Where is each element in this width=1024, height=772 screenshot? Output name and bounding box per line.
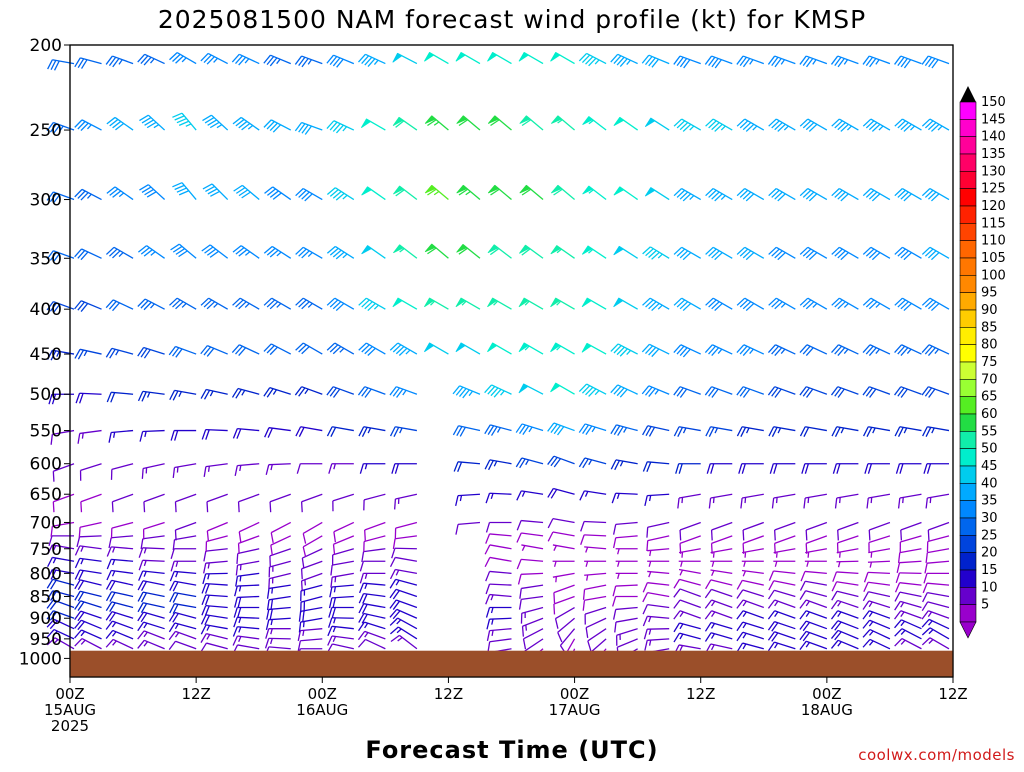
colorbar-label: 80 bbox=[981, 338, 998, 353]
x-tick-label: 12Z bbox=[938, 685, 967, 703]
chart-title: 2025081500 NAM forecast wind profile (kt… bbox=[158, 5, 866, 34]
colorbar-swatch bbox=[960, 189, 976, 206]
y-tick-label: 950 bbox=[30, 630, 62, 650]
colorbar-label: 10 bbox=[981, 580, 998, 595]
y-tick-label: 700 bbox=[30, 513, 62, 533]
colorbar-label: 20 bbox=[981, 546, 998, 561]
colorbar-label: 85 bbox=[981, 320, 998, 335]
colorbar-top-arrow bbox=[960, 86, 976, 102]
colorbar-label: 120 bbox=[981, 199, 1006, 214]
colorbar-swatch bbox=[960, 414, 976, 431]
colorbar-swatch bbox=[960, 154, 976, 171]
colorbar-swatch bbox=[960, 137, 976, 154]
colorbar-label: 125 bbox=[981, 182, 1006, 197]
colorbar-swatch bbox=[960, 119, 976, 136]
x-tick-label: 12Z bbox=[686, 685, 715, 703]
y-tick-label: 450 bbox=[30, 345, 62, 365]
y-tick-label: 250 bbox=[30, 121, 62, 141]
colorbar-label: 110 bbox=[981, 234, 1006, 249]
y-tick-label: 1000 bbox=[19, 649, 62, 669]
colorbar-swatch bbox=[960, 310, 976, 327]
colorbar-label: 140 bbox=[981, 130, 1006, 145]
colorbar-swatch bbox=[960, 241, 976, 258]
colorbar-label: 50 bbox=[981, 442, 998, 457]
credit-text: coolwx.com/models bbox=[858, 746, 1015, 764]
colorbar-legend: 1501451401351301251201151101051009590858… bbox=[960, 86, 1006, 638]
x-tick-label: 12Z bbox=[434, 685, 463, 703]
colorbar-label: 130 bbox=[981, 164, 1006, 179]
colorbar-label: 150 bbox=[981, 95, 1006, 110]
colorbar-swatch bbox=[960, 501, 976, 518]
colorbar-label: 115 bbox=[981, 216, 1006, 231]
colorbar-label: 5 bbox=[981, 598, 989, 613]
y-tick-label: 500 bbox=[30, 385, 62, 405]
colorbar-label: 145 bbox=[981, 112, 1006, 127]
colorbar-swatch bbox=[960, 223, 976, 240]
x-tick-label: 12Z bbox=[181, 685, 210, 703]
y-tick-label: 550 bbox=[30, 422, 62, 442]
x-tick-label: 18AUG bbox=[801, 701, 853, 719]
y-tick-label: 750 bbox=[30, 540, 62, 560]
colorbar-label: 45 bbox=[981, 459, 998, 474]
colorbar-bottom-arrow bbox=[960, 622, 976, 638]
colorbar-swatch bbox=[960, 535, 976, 552]
y-tick-label: 300 bbox=[30, 191, 62, 211]
colorbar-swatch bbox=[960, 553, 976, 570]
colorbar-swatch bbox=[960, 570, 976, 587]
colorbar-swatch bbox=[960, 275, 976, 292]
colorbar-label: 60 bbox=[981, 407, 998, 422]
colorbar-swatch bbox=[960, 362, 976, 379]
y-tick-label: 850 bbox=[30, 587, 62, 607]
colorbar-label: 75 bbox=[981, 355, 998, 370]
colorbar-swatch bbox=[960, 206, 976, 223]
colorbar-swatch bbox=[960, 431, 976, 448]
y-axis: 200 250 300 350 400 450 500 550 600 650 700 750 800 8… bbox=[19, 36, 70, 669]
x-tick-label: 17AUG bbox=[549, 701, 601, 719]
below-ground-fill bbox=[70, 651, 953, 677]
colorbar-swatch bbox=[960, 379, 976, 396]
colorbar-label: 100 bbox=[981, 268, 1006, 283]
colorbar-swatch bbox=[960, 518, 976, 535]
colorbar-swatch bbox=[960, 587, 976, 604]
colorbar-label: 35 bbox=[981, 494, 998, 509]
x-axis-title: Forecast Time (UTC) bbox=[365, 736, 658, 764]
y-tick-label: 900 bbox=[30, 609, 62, 629]
colorbar-swatch bbox=[960, 605, 976, 622]
plot-area bbox=[47, 45, 953, 677]
colorbar-swatch bbox=[960, 293, 976, 310]
x-tick-label: 16AUG bbox=[296, 701, 348, 719]
colorbar-label: 65 bbox=[981, 390, 998, 405]
colorbar-label: 135 bbox=[981, 147, 1006, 162]
colorbar-label: 55 bbox=[981, 424, 998, 439]
colorbar-label: 15 bbox=[981, 563, 998, 578]
colorbar-swatch bbox=[960, 397, 976, 414]
colorbar-swatch bbox=[960, 466, 976, 483]
colorbar-label: 30 bbox=[981, 511, 998, 526]
colorbar-swatch bbox=[960, 102, 976, 119]
colorbar-label: 40 bbox=[981, 476, 998, 491]
y-tick-label: 400 bbox=[30, 300, 62, 320]
colorbar-label: 25 bbox=[981, 528, 998, 543]
y-tick-label: 800 bbox=[30, 564, 62, 584]
x-tick-label: 2025 bbox=[51, 717, 89, 735]
y-tick-label: 350 bbox=[30, 249, 62, 269]
colorbar-label: 90 bbox=[981, 303, 998, 318]
y-tick-label: 650 bbox=[30, 485, 62, 505]
y-tick-label: 200 bbox=[30, 36, 62, 56]
colorbar-swatch bbox=[960, 345, 976, 362]
colorbar-swatch bbox=[960, 483, 976, 500]
colorbar-swatch bbox=[960, 327, 976, 344]
colorbar-label: 95 bbox=[981, 286, 998, 301]
colorbar-label: 70 bbox=[981, 372, 998, 387]
plot-frame bbox=[70, 45, 953, 677]
colorbar-swatch bbox=[960, 449, 976, 466]
colorbar-label: 105 bbox=[981, 251, 1006, 266]
colorbar-swatch bbox=[960, 171, 976, 188]
y-tick-label: 600 bbox=[30, 455, 62, 475]
colorbar-swatch bbox=[960, 258, 976, 275]
